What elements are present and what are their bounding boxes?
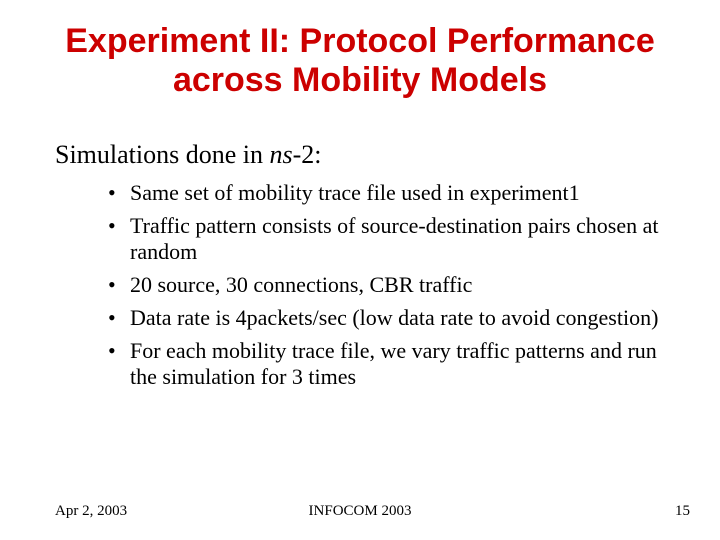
- subheading-prefix: Simulations done in: [55, 140, 270, 169]
- subheading-suffix: -2:: [293, 140, 322, 169]
- bullet-item: Traffic pattern consists of source-desti…: [108, 213, 660, 264]
- bullet-item: 20 source, 30 connections, CBR traffic: [108, 272, 660, 297]
- bullet-list: Same set of mobility trace file used in …: [108, 180, 660, 397]
- bullet-item: Same set of mobility trace file used in …: [108, 180, 660, 205]
- bullet-text: Traffic pattern consists of source-desti…: [130, 213, 658, 263]
- bullet-text: 20 source, 30 connections, CBR traffic: [130, 272, 472, 297]
- subheading-italic: ns: [270, 140, 293, 169]
- bullet-item: Data rate is 4packets/sec (low data rate…: [108, 305, 660, 330]
- footer-page-number: 15: [675, 503, 690, 520]
- bullet-text: For each mobility trace file, we vary tr…: [130, 338, 657, 388]
- title-line-1: Experiment II: Protocol Performance: [65, 22, 655, 60]
- subheading: Simulations done in ns-2:: [55, 140, 322, 170]
- bullet-text: Data rate is 4packets/sec (low data rate…: [130, 305, 658, 330]
- slide: Experiment II: Protocol Performance acro…: [0, 0, 720, 540]
- slide-title: Experiment II: Protocol Performance acro…: [0, 22, 720, 100]
- title-line-2: across Mobility Models: [173, 61, 547, 99]
- footer-venue: INFOCOM 2003: [0, 503, 720, 520]
- bullet-item: For each mobility trace file, we vary tr…: [108, 338, 660, 389]
- bullet-text: Same set of mobility trace file used in …: [130, 180, 580, 205]
